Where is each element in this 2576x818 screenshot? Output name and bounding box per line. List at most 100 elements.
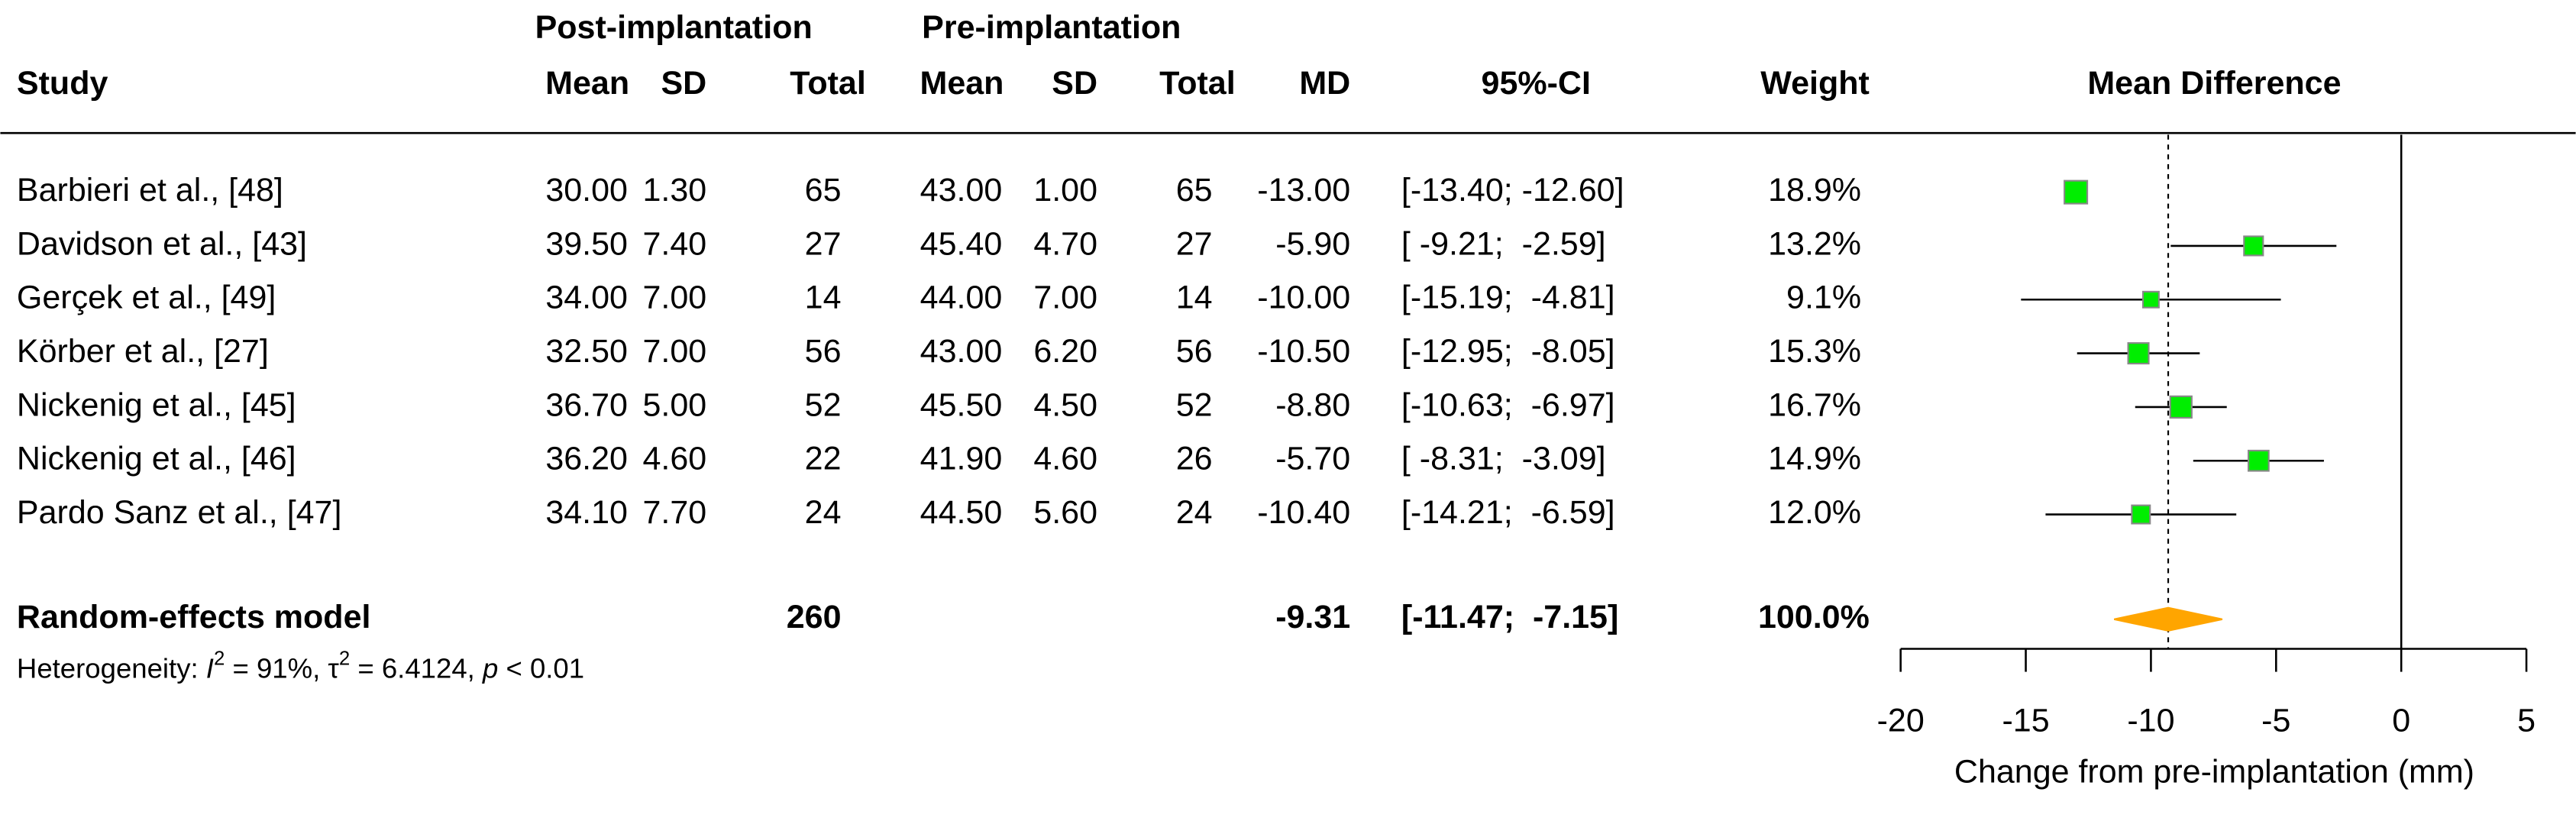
study-name: Pardo Sanz et al., [47] — [17, 494, 342, 531]
x-tick-label: -20 — [1877, 703, 1925, 739]
cell: 26 — [1176, 441, 1213, 477]
heterogeneity-part: 2 — [214, 648, 225, 669]
column-header: 95%-CI — [1482, 65, 1591, 102]
cell: 34.10 — [545, 494, 628, 531]
column-header: Weight — [1760, 65, 1870, 102]
cell: 32.50 — [545, 333, 628, 370]
md: -10.00 — [1257, 280, 1350, 316]
column-header: Mean — [545, 65, 629, 102]
weight: 12.0% — [1768, 494, 1861, 531]
cell: 4.60 — [1033, 441, 1097, 477]
cell: 36.20 — [545, 441, 628, 477]
cell: 43.00 — [920, 333, 1003, 370]
heterogeneity-part: < 0.01 — [498, 652, 584, 684]
column-header: Total — [790, 65, 866, 102]
cell: 30.00 — [545, 172, 628, 209]
heterogeneity-part: = 6.4124, — [350, 652, 483, 684]
x-tick-label: 5 — [2517, 703, 2536, 739]
cell: 41.90 — [920, 441, 1003, 477]
weight: 15.3% — [1768, 333, 1861, 370]
effect-square — [2169, 395, 2193, 419]
x-tick-label: -15 — [2002, 703, 2049, 739]
cell: 43.00 — [920, 172, 1003, 209]
cell: 1.00 — [1033, 172, 1097, 209]
cell: 7.00 — [642, 280, 706, 316]
ci: [-15.19; -4.81] — [1401, 280, 1615, 316]
group-header: Pre-implantation — [922, 9, 1181, 46]
study-name: Davidson et al., [43] — [17, 225, 307, 262]
weight: 9.1% — [1786, 280, 1861, 316]
group-header: Post-implantation — [535, 9, 813, 46]
effect-square — [2141, 290, 2160, 309]
heterogeneity: Heterogeneity: I2 = 91%, τ2 = 6.4124, p … — [17, 648, 584, 684]
effect-square — [2248, 449, 2270, 472]
weight: 14.9% — [1768, 441, 1861, 477]
cell: 7.40 — [642, 225, 706, 262]
summary-diamond — [2114, 606, 2223, 632]
column-header: SD — [661, 65, 706, 102]
ci: [-12.95; -8.05] — [1401, 333, 1615, 370]
study-name: Nickenig et al., [46] — [17, 441, 296, 477]
x-tick-label: 0 — [2392, 703, 2410, 739]
summary-name: Random-effects model — [17, 599, 371, 635]
cell: 5.00 — [642, 386, 706, 423]
study-name: Gerçek et al., [49] — [17, 280, 276, 316]
study-name: Nickenig et al., [45] — [17, 386, 296, 423]
column-header: MD — [1299, 65, 1350, 102]
ci: [-13.40; -12.60] — [1401, 172, 1624, 209]
column-header: Total — [1159, 65, 1236, 102]
cell: 65 — [1176, 172, 1213, 209]
weight: 13.2% — [1768, 225, 1861, 262]
cell: 45.40 — [920, 225, 1003, 262]
cell: 24 — [805, 494, 842, 531]
ci: [-14.21; -6.59] — [1401, 494, 1615, 531]
column-header: Mean Difference — [2087, 65, 2341, 102]
cell: 4.70 — [1033, 225, 1097, 262]
study-name: Körber et al., [27] — [17, 333, 269, 370]
column-header: Study — [17, 65, 108, 102]
md: -10.40 — [1257, 494, 1350, 531]
cell: 22 — [805, 441, 842, 477]
cell: 52 — [1176, 386, 1213, 423]
cell: 24 — [1176, 494, 1213, 531]
md: -13.00 — [1257, 172, 1350, 209]
cell: 6.20 — [1033, 333, 1097, 370]
ci: [ -8.31; -3.09] — [1401, 441, 1606, 477]
cell: 1.30 — [642, 172, 706, 209]
cell: 45.50 — [920, 386, 1003, 423]
cell: 39.50 — [545, 225, 628, 262]
cell: 34.00 — [545, 280, 628, 316]
cell: 7.00 — [642, 333, 706, 370]
weight: 18.9% — [1768, 172, 1861, 209]
x-tick-label: -10 — [2127, 703, 2174, 739]
cell: 56 — [1176, 333, 1213, 370]
ci: [-10.63; -6.97] — [1401, 386, 1615, 423]
md: -10.50 — [1257, 333, 1350, 370]
summary-total: 260 — [787, 599, 842, 635]
heterogeneity-part: 2 — [339, 648, 350, 669]
heterogeneity-part: p — [482, 652, 498, 684]
heterogeneity-part: τ — [328, 652, 339, 684]
cell: 56 — [805, 333, 842, 370]
heterogeneity-part: I — [206, 652, 214, 684]
effect-square — [2243, 235, 2264, 257]
cell: 7.70 — [642, 494, 706, 531]
cell: 44.50 — [920, 494, 1003, 531]
study-name: Barbieri et al., [48] — [17, 172, 283, 209]
effect-square — [2131, 504, 2151, 525]
summary-weight: 100.0% — [1758, 599, 1870, 635]
cell: 7.00 — [1033, 280, 1097, 316]
cell: 14 — [1176, 280, 1213, 316]
cell: 65 — [805, 172, 842, 209]
x-tick-label: -5 — [2261, 703, 2290, 739]
cell: 4.50 — [1033, 386, 1097, 423]
effect-square — [2064, 179, 2089, 205]
heterogeneity-part: = 91%, — [225, 652, 328, 684]
cell: 27 — [805, 225, 842, 262]
md: -8.80 — [1275, 386, 1350, 423]
summary-ci: [-11.47; -7.15] — [1401, 599, 1618, 635]
md: -5.90 — [1275, 225, 1350, 262]
column-header: Mean — [920, 65, 1004, 102]
summary-md: -9.31 — [1275, 599, 1350, 635]
